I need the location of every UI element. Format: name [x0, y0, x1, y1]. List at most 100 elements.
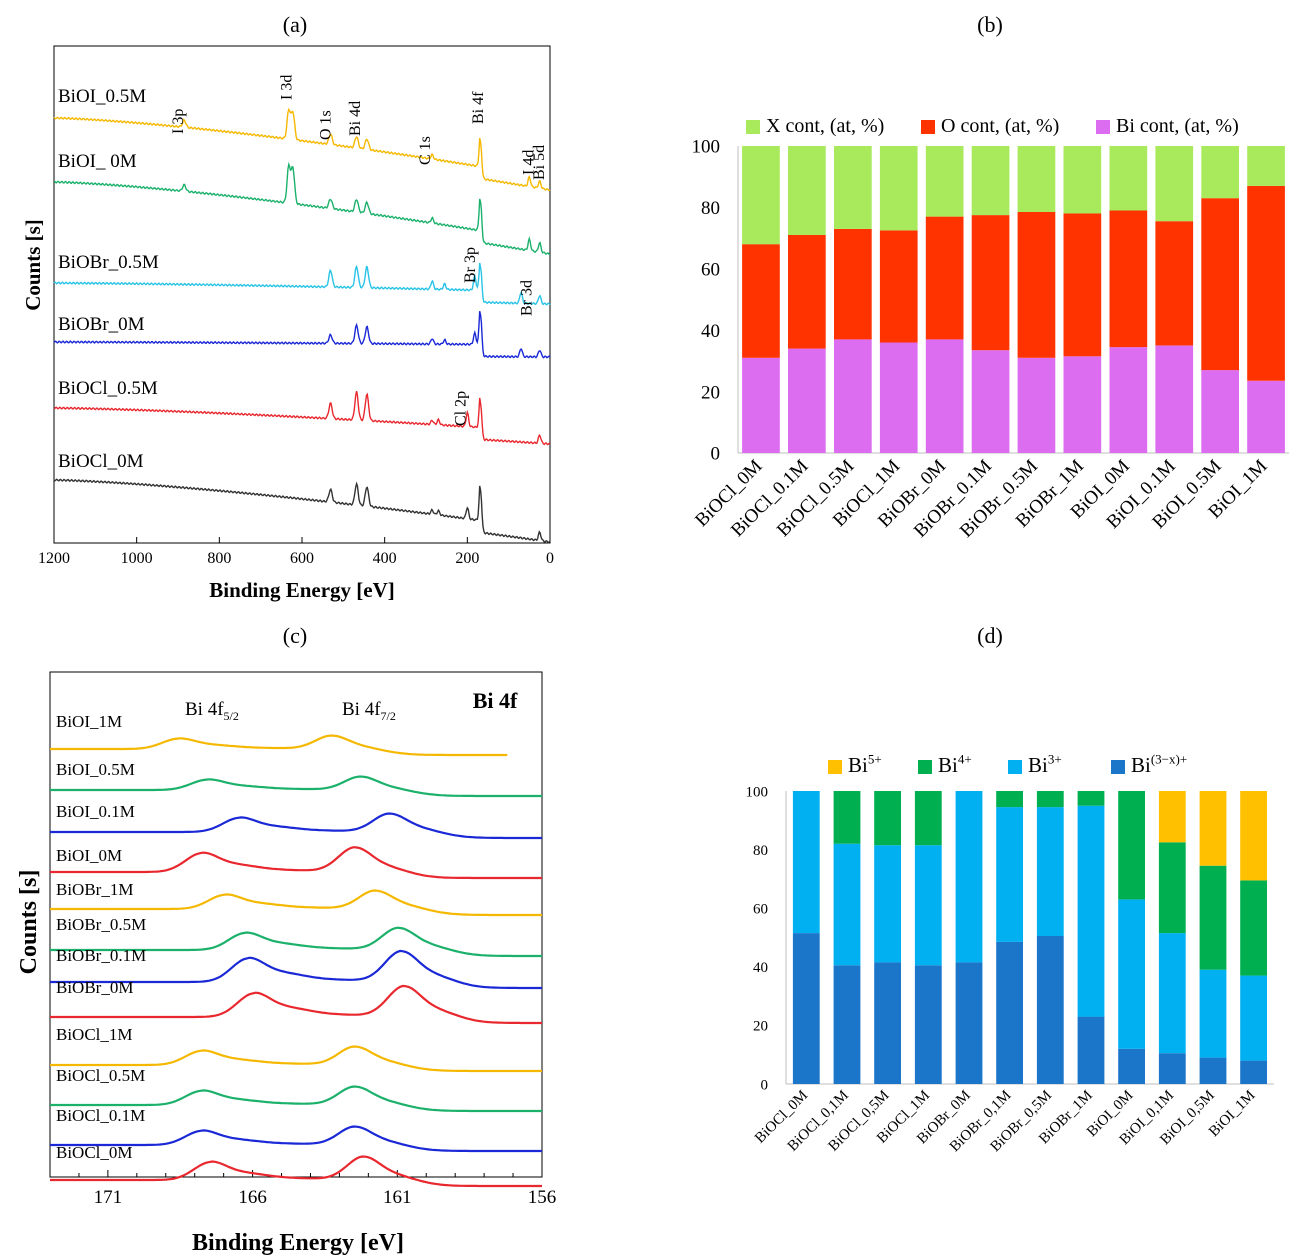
panel-a: (a) 1200 1000 800 600 400 200 0 BiOI_0.5MBiOI_…	[21, 12, 554, 602]
bar-segment-bi-3-x-biobr-0-5m	[1036, 936, 1064, 1084]
bar-segment-bi4-biobr-0-1m	[996, 791, 1023, 808]
bar-segment-bi4-biocl-1m	[914, 791, 942, 846]
bar-segment-bi3-biocl-0-1m	[833, 843, 861, 966]
panel-c-x-tick-label: 171	[94, 1187, 123, 1208]
bar-segment-bi3-bioi-1m	[1240, 975, 1267, 1061]
bar-segment-o-cont-at-biocl-1m	[879, 230, 918, 343]
panel-a-x-tick-label: 400	[373, 550, 397, 567]
panel-b-y-tick-label: 20	[701, 382, 720, 403]
series-line-biobr-1m	[50, 889, 542, 917]
bar-segment-o-cont-at-biocl-0m	[742, 244, 780, 358]
series-label-biocl-1m: BiOCl_1M	[56, 1025, 133, 1044]
series-line-biocl-0m	[50, 1155, 542, 1188]
series-line-biobr-0-5m	[50, 926, 542, 958]
panel-a-x-tick-label: 600	[290, 550, 314, 567]
bar-segment-o-cont-at-bioi-0-5m	[1201, 198, 1239, 371]
series-label-biobr-1m: BiOBr_1M	[56, 880, 133, 899]
panel-a-y-axis-title: Counts [s]	[21, 219, 45, 311]
panel-b-y-tick-label: 40	[701, 321, 720, 342]
annotation-cl-2p: Cl 2p	[452, 391, 469, 426]
series-label-biocl-0m: BiOCl_0M	[58, 451, 144, 472]
bar-segment-x-cont-at-bioi-0m	[1109, 146, 1148, 211]
bar-segment-bi3-bioi-0m	[1118, 899, 1145, 1049]
panel-c-x-tick-label: 166	[238, 1187, 267, 1208]
bar-segment-bi4-bioi-0m	[1118, 791, 1145, 900]
bar-segment-bi4-bioi-1m	[1240, 880, 1267, 976]
bar-segment-bi5-bioi-1m	[1240, 791, 1267, 881]
panel-b-y-tick-label: 100	[692, 137, 721, 158]
bar-segment-bi-cont-at-biocl-0m	[742, 357, 780, 453]
bar-segment-bi-3-x-bioi-0-1m	[1158, 1053, 1186, 1084]
bar-segment-x-cont-at-biobr-0-5m	[1017, 146, 1056, 212]
panel-d-y-tick-label: 0	[761, 1077, 769, 1093]
series-line-bioi-0m	[50, 846, 542, 880]
series-label-bioi-0m: BiOI_ 0M	[58, 151, 137, 172]
bar-segment-bi3-bioi-0-1m	[1158, 933, 1186, 1054]
bar-segment-o-cont-at-bioi-0m	[1109, 210, 1148, 348]
panel-a-x-tick-label: 200	[455, 550, 479, 567]
series-label-biobr-0-5m: BiOBr_0.5M	[58, 252, 159, 273]
series-line-biocl-0-1m	[50, 1125, 542, 1153]
annotation-br-3d: Br 3d	[518, 280, 535, 316]
panel-a-x-tick-label: 1000	[121, 550, 153, 567]
bar-segment-x-cont-at-biobr-0m	[925, 146, 964, 217]
legend-swatch-bi-3-x	[1111, 760, 1125, 774]
series-line-biobr-0m	[53, 311, 551, 359]
series-label-bioi-0-5m: BiOI_0.5M	[58, 86, 146, 107]
panel-d-label: (d)	[977, 623, 1003, 648]
bar-segment-bi-cont-at-biocl-0-5m	[834, 339, 872, 453]
bar-segment-bi3-biocl-1m	[914, 845, 942, 966]
bar-segment-bi4-biobr-0-5m	[1036, 791, 1064, 808]
panel-b: (b) 020406080100BiOCl_0MBiOCl_0.1MBiOCl_…	[691, 12, 1289, 542]
legend-label-x-cont-at: X cont, (at, %)	[766, 115, 884, 137]
legend-swatch-bi3	[1008, 760, 1022, 774]
annotation-i-3d: I 3d	[279, 75, 296, 100]
annotation-bi-4d: Bi 4d	[347, 101, 364, 136]
panel-a-x-axis: 1200 1000 800 600 400 200 0	[38, 537, 554, 567]
bar-segment-bi4-bioi-0-1m	[1158, 842, 1186, 934]
bar-segment-bi-3-x-biocl-1m	[914, 965, 942, 1084]
series-label-biocl-0-5m: BiOCl_0.5M	[56, 1066, 145, 1085]
panel-d-y-tick-label: 80	[753, 843, 768, 859]
series-label-biobr-0m: BiOBr_0M	[56, 978, 133, 997]
bar-segment-bi4-bioi-0-5m	[1199, 865, 1227, 970]
bar-segment-bi3-biocl-0m	[792, 791, 820, 934]
bar-segment-bi-3-x-biobr-0-1m	[996, 941, 1023, 1084]
bar-segment-bi-cont-at-biocl-0-1m	[788, 348, 826, 453]
series-label-biobr-0-5m: BiOBr_0.5M	[56, 915, 146, 934]
series-label-biocl-0-1m: BiOCl_0.1M	[56, 1106, 145, 1125]
series-line-bioi-0-1m	[50, 812, 542, 840]
panel-a-series: BiOI_0.5M BiOI_ 0M BiOBr_0.5M BiOBr_0M BiOCl…	[53, 86, 551, 544]
bar-segment-o-cont-at-bioi-1m	[1247, 185, 1285, 381]
series-label-biobr-0-1m: BiOBr_0.1M	[56, 946, 146, 965]
legend-swatch-bi5	[828, 760, 842, 774]
bar-segment-bi3-biobr-0-5m	[1036, 807, 1064, 936]
bar-segment-o-cont-at-bioi-0-1m	[1155, 221, 1194, 346]
series-label-bioi-1m: BiOI_1M	[56, 712, 122, 731]
peak-label-bi-4f-7-2: Bi 4f7/2	[342, 699, 396, 723]
bar-segment-bi4-biocl-0-1m	[833, 791, 861, 844]
panel-b-y-tick-label: 0	[711, 444, 721, 465]
bar-segment-bi-3-x-biocl-0m	[792, 933, 820, 1084]
annotation-o-1s: O 1s	[318, 110, 335, 140]
annotation-c-1s: C 1s	[417, 136, 434, 165]
panel-b-y-tick-label: 60	[701, 259, 720, 280]
panel-c-peak-labels: Bi 4f5/2 Bi 4f7/2	[185, 699, 396, 723]
panel-c-x-axis: 171 166 161 156	[78, 1170, 557, 1208]
series-label-biocl-0m: BiOCl_0M	[56, 1143, 133, 1162]
bar-segment-x-cont-at-biocl-1m	[879, 146, 918, 231]
bar-segment-x-cont-at-biocl-0-1m	[788, 146, 826, 235]
panel-c-label: (c)	[283, 623, 307, 648]
annotation-i-3p: I 3p	[170, 109, 187, 134]
bar-segment-bi3-biobr-0m	[955, 791, 983, 963]
panel-a-label: (a)	[283, 12, 307, 37]
panel-c-x-tick-label: 156	[528, 1187, 557, 1208]
panel-d-y-tick-label: 60	[753, 901, 768, 917]
legend-label-bi5: Bi5+	[848, 752, 882, 777]
bar-segment-bi-3-x-bioi-1m	[1240, 1060, 1267, 1084]
bar-segment-bi5-bioi-0-5m	[1199, 791, 1227, 866]
series-label-bioi-0m: BiOI_0M	[56, 846, 122, 865]
panel-c-x-axis-title: Binding Energy [eV]	[192, 1230, 404, 1256]
panel-c: (c) Bi 4f 171 166 161 156 BiOI_1MBiOI_0.5MB…	[16, 623, 556, 1256]
